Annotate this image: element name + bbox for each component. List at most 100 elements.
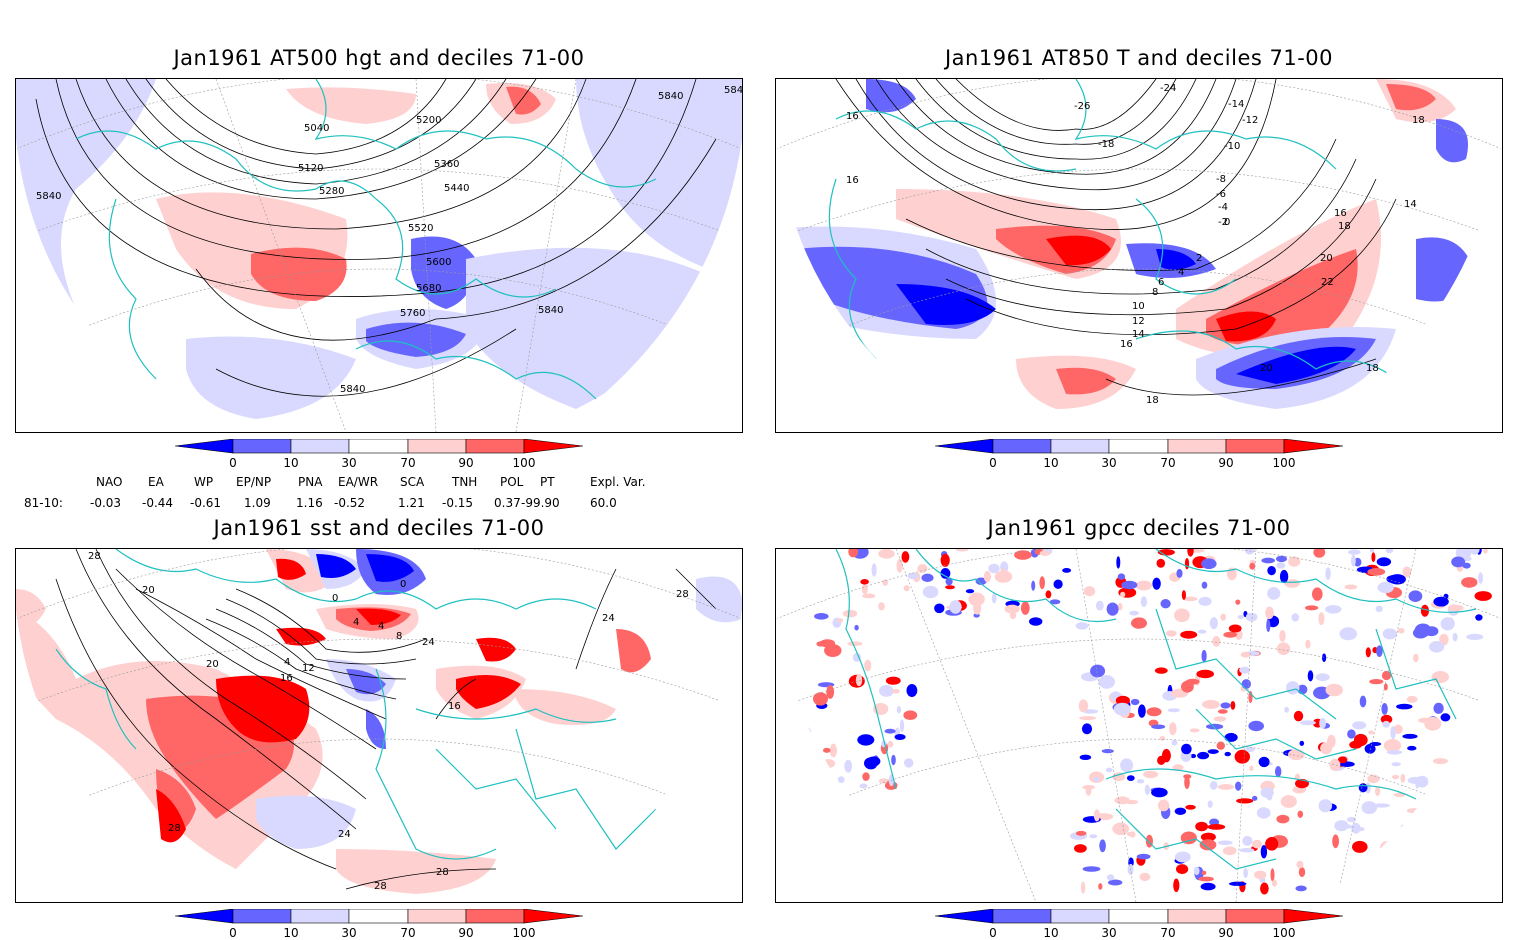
precip-decile-patch	[1433, 702, 1444, 714]
precip-decile-patch	[1239, 666, 1251, 674]
precip-decile-patch	[1349, 879, 1361, 892]
precip-decile-patch	[1452, 632, 1458, 642]
precip-decile-patch	[1254, 870, 1267, 880]
map-sst: 28 24 20 0 0 4 4 4 8 12 16 16 20 24 28 2…	[15, 548, 743, 903]
colorbar-swatch	[290, 439, 350, 454]
colorbar-tick: 10	[1043, 926, 1058, 940]
precip-decile-patch	[1117, 573, 1126, 580]
colorbar-swatch	[992, 909, 1052, 924]
colorbar-swatch	[992, 439, 1052, 454]
precip-decile-patch	[1198, 596, 1212, 606]
precip-decile-patch	[1217, 840, 1233, 846]
precip-decile-patch	[1284, 706, 1289, 713]
contour-label: 12	[302, 663, 315, 674]
precip-decile-patch	[1383, 683, 1388, 691]
precip-decile-patch	[1322, 653, 1327, 662]
contour-label: -8	[1216, 174, 1226, 185]
precip-decile-patch	[1045, 590, 1052, 599]
precip-decile-patch	[1346, 816, 1357, 823]
precip-decile-patch	[1197, 629, 1207, 634]
precip-decile-patch	[1440, 713, 1451, 722]
precip-decile-patch	[1216, 741, 1225, 750]
contour-label: 16	[448, 701, 461, 712]
contour-label: 20	[1260, 363, 1273, 374]
tc-value: 60.0	[590, 496, 617, 510]
colorbar-tick: 90	[458, 456, 473, 470]
colorbar-tick: 30	[341, 926, 356, 940]
precip-decile-patch	[1228, 624, 1242, 633]
colorbar-top-right: 0 10 30 70 90 100	[935, 439, 1344, 470]
tc-header: EP/NP	[236, 475, 272, 489]
precip-decile-patch	[1212, 635, 1221, 647]
precip-decile-patch	[1201, 558, 1217, 569]
precip-decile-patch	[1200, 832, 1216, 842]
precip-decile-patch	[813, 692, 828, 706]
precip-decile-patch	[1120, 758, 1134, 772]
colorbar-swatch	[232, 439, 292, 454]
precip-decile-patch	[945, 577, 953, 586]
precip-decile-patch	[1201, 581, 1208, 589]
precip-decile-patch	[1475, 614, 1483, 621]
precip-decile-patch	[1169, 722, 1177, 736]
colorbar-swatch	[1167, 909, 1227, 924]
precip-decile-patch	[1377, 581, 1394, 594]
precip-decile-patch	[906, 684, 918, 697]
precip-decile-patch	[1265, 606, 1274, 620]
precip-decile-patch	[1375, 786, 1381, 796]
precip-decile-patch	[885, 676, 901, 685]
colorbar-swatches	[175, 909, 584, 924]
precip-decile-patch	[1258, 756, 1270, 768]
precip-decile-patch	[864, 659, 872, 672]
precip-decile-patch	[1325, 683, 1343, 697]
precip-decile-patch	[1190, 753, 1197, 759]
precip-decile-patch	[903, 758, 914, 768]
panel-title-gpcc: Jan1961 gpcc deciles 71-00	[987, 516, 1291, 540]
precip-decile-patch	[1424, 716, 1442, 731]
precip-decile-patch	[1385, 549, 1394, 554]
precip-decile-patch	[1136, 853, 1151, 860]
precip-decile-patch	[1224, 751, 1231, 757]
precip-decile-patch	[1261, 557, 1275, 564]
precip-decile-patch	[1408, 820, 1427, 831]
precip-decile-patch	[1400, 824, 1410, 838]
precip-decile-patch	[1275, 766, 1282, 778]
colorbar-swatch	[348, 909, 409, 924]
precip-decile-patch	[855, 673, 863, 687]
precip-decile-patch	[1053, 579, 1063, 589]
colorbar-swatch	[290, 909, 350, 924]
precip-decile-patch	[1176, 568, 1183, 578]
precip-decile-patch	[1135, 580, 1152, 591]
colorbar-tick: 0	[989, 926, 997, 940]
contour-label: 5280	[319, 186, 344, 197]
colorbar-swatch	[1050, 439, 1110, 454]
precip-decile-patch	[1409, 876, 1424, 883]
precip-decile-patch	[1009, 611, 1017, 620]
contour-label: -18	[1098, 139, 1114, 150]
contour-label: 0	[400, 579, 406, 590]
precip-decile-patch	[1241, 679, 1251, 689]
tc-header: SCA	[400, 475, 425, 489]
precip-decile-patch	[814, 613, 829, 620]
precip-decile-patch	[1337, 756, 1348, 764]
contour-label: -2	[1218, 217, 1228, 228]
contour-label: 5840	[658, 91, 683, 102]
precip-decile-patch	[1367, 568, 1386, 576]
contour-label: 4	[284, 657, 290, 668]
contour-label: 16	[1334, 208, 1347, 219]
precip-decile-patch	[1293, 710, 1304, 722]
precip-decile-patch	[1195, 821, 1208, 832]
colorbar-swatch	[1108, 909, 1169, 924]
precip-decile-patch	[991, 593, 997, 604]
precip-decile-patch	[1295, 885, 1307, 892]
precip-decile-patch	[1270, 868, 1275, 882]
precip-decile-patch	[1327, 734, 1336, 748]
precip-decile-patch	[1318, 612, 1325, 626]
precip-decile-patch	[1286, 681, 1300, 695]
contour-label: 5760	[400, 308, 425, 319]
precip-decile-patch	[1062, 568, 1072, 573]
contour-label: 18	[1366, 363, 1379, 374]
precip-decile-patch	[1435, 820, 1449, 829]
precip-decile-patch	[1252, 795, 1258, 801]
precip-decile-patch	[823, 747, 831, 753]
precip-decile-patch	[1307, 670, 1314, 682]
